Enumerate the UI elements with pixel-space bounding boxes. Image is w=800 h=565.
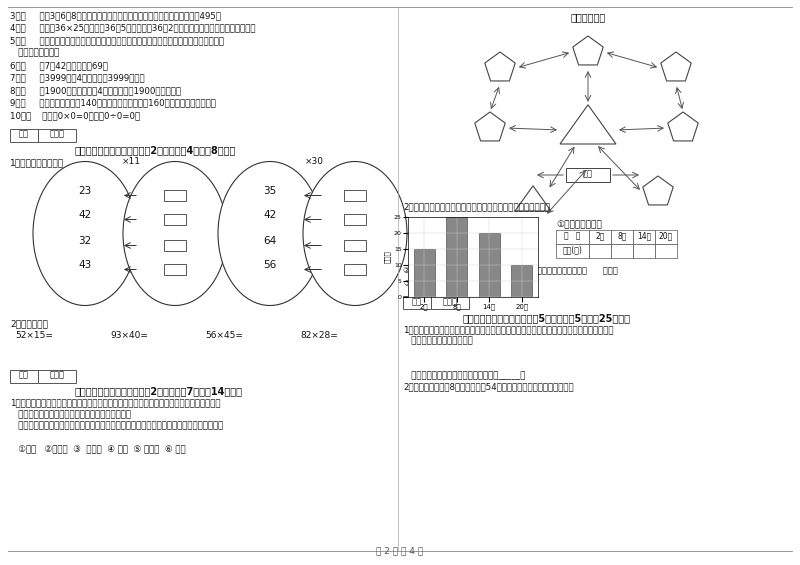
Ellipse shape	[218, 162, 322, 306]
Text: 1．算一算，填一填。: 1．算一算，填一填。	[10, 159, 64, 167]
Text: 5．（     ）用同一条铁丝先围成一个最大的正方形，再围成一个最大的长方形，长方形和正: 5．（ ）用同一条铁丝先围成一个最大的正方形，再围成一个最大的长方形，长方形和正	[10, 36, 224, 45]
Text: 答：种白菜和萝卜的地一共是这块地的_____。: 答：种白菜和萝卜的地一共是这块地的_____。	[403, 371, 526, 380]
Bar	[556, 244, 589, 258]
Text: 得分: 得分	[19, 129, 29, 138]
Text: 第 2 页 共 4 页: 第 2 页 共 4 页	[377, 546, 423, 555]
Bar	[344, 190, 366, 201]
Text: 3．（     ）用3、6、8这三个数字组成的最大三位数与最小三位数，它们相差495。: 3．（ ）用3、6、8这三个数字组成的最大三位数与最小三位数，它们相差495。	[10, 11, 221, 20]
Ellipse shape	[303, 162, 407, 306]
Text: ×11: ×11	[122, 157, 141, 166]
Text: 时   间: 时 间	[564, 231, 581, 240]
Y-axis label: （度）: （度）	[385, 251, 391, 263]
Text: 56: 56	[263, 260, 277, 271]
Text: 82×28=: 82×28=	[300, 331, 338, 340]
Text: 1．走进动物园大门，正北面是狮子山和熊猫馆，狮子山的东側是飞禽馆，西側是猴园。大象: 1．走进动物园大门，正北面是狮子山和熊猫馆，狮子山的东側是飞禽馆，西側是猴园。大…	[10, 398, 221, 407]
Ellipse shape	[123, 162, 227, 306]
Text: 9．（     ）一条河平均水深140厘米，一匹小马身高是160厘米，它肯定能通过。: 9．（ ）一条河平均水深140厘米，一匹小马身高是160厘米，它肯定能通过。	[10, 98, 216, 107]
Text: 2．下面是气温自测仪上记录的某天四个不同时间的气温情况：: 2．下面是气温自测仪上记录的某天四个不同时间的气温情况：	[403, 202, 550, 211]
Text: 56×45=: 56×45=	[205, 331, 243, 340]
Polygon shape	[515, 186, 551, 211]
Text: 得分: 得分	[412, 297, 422, 306]
Bar	[655, 230, 677, 244]
Bar	[556, 230, 589, 244]
Text: ①根据统计图填表: ①根据统计图填表	[556, 220, 602, 229]
Text: 64: 64	[263, 237, 277, 246]
Text: 2．笖式计算。: 2．笖式计算。	[10, 319, 48, 328]
Polygon shape	[668, 112, 698, 141]
Text: 93×40=: 93×40=	[110, 331, 148, 340]
Text: 8．（     ）1900年的年份数是4的倍数，所以1900年是闰年。: 8．（ ）1900年的年份数是4的倍数，所以1900年是闰年。	[10, 86, 181, 95]
Bar	[344, 264, 366, 275]
Text: 43: 43	[78, 260, 92, 271]
Bar	[164, 190, 186, 201]
Text: 7．（     ）3999克与4千克相比，3999克重。: 7．（ ）3999克与4千克相比，3999克重。	[10, 73, 145, 82]
Text: 8时: 8时	[618, 231, 626, 240]
Text: 2．学校食堂买大籓8袋，每袋大籓54千克，学校食堂买大籓多少千克？: 2．学校食堂买大籓8袋，每袋大籓54千克，学校食堂买大籓多少千克？	[403, 383, 574, 392]
Bar	[511, 265, 532, 297]
Bar	[611, 230, 633, 244]
Bar	[589, 244, 611, 258]
Text: ①狮山   ②熊猫馆  ③  飞禽馆  ④ 猴园  ⑤ 大象馆  ⑥ 鱼馆: ①狮山 ②熊猫馆 ③ 飞禽馆 ④ 猴园 ⑤ 大象馆 ⑥ 鱼馆	[10, 445, 186, 454]
Bar	[344, 240, 366, 251]
Polygon shape	[474, 112, 506, 141]
Text: 方形的周长相等。: 方形的周长相等。	[10, 49, 59, 58]
Bar	[344, 214, 366, 225]
Text: 2时: 2时	[595, 231, 605, 240]
Text: 一共是这块地的几分之几？: 一共是这块地的几分之几？	[403, 337, 473, 346]
Bar	[633, 244, 655, 258]
Text: 6．（     ）7个42相加的和是69。: 6．（ ）7个42相加的和是69。	[10, 61, 108, 70]
Bar	[589, 230, 611, 244]
Bar	[164, 240, 186, 251]
Bar	[566, 168, 610, 182]
Bar	[38, 128, 76, 141]
Text: ③实际算一算，这天的平均气温是多少度？: ③实际算一算，这天的平均气温是多少度？	[403, 278, 501, 287]
Text: 馆和鱼馆的场地分别在动物园的东北角和西北角。: 馆和鱼馆的场地分别在动物园的东北角和西北角。	[10, 410, 131, 419]
Text: 六、活用知识，解决问题（共5小题，每题5分，共25分）。: 六、活用知识，解决问题（共5小题，每题5分，共25分）。	[463, 313, 631, 323]
Polygon shape	[642, 176, 674, 205]
Text: 23: 23	[78, 186, 92, 197]
Text: 评卷人: 评卷人	[442, 297, 458, 306]
Text: 气温(度): 气温(度)	[562, 245, 582, 254]
Text: 五、认真思考，综合能力（共2小题，每题7分，共14分）。: 五、认真思考，综合能力（共2小题，每题7分，共14分）。	[75, 386, 243, 397]
Text: ×30: ×30	[305, 157, 323, 166]
Polygon shape	[661, 52, 691, 81]
Text: 根据小强的描述，请你把这些动物馆馆所在的位置，在动物园的导游图上用序号表示出来。: 根据小强的描述，请你把这些动物馆馆所在的位置，在动物园的导游图上用序号表示出来。	[10, 421, 223, 431]
Bar	[446, 217, 467, 297]
Text: 评卷人: 评卷人	[50, 129, 65, 138]
Text: 得分: 得分	[19, 371, 29, 380]
Bar	[414, 249, 435, 297]
Bar	[403, 296, 431, 309]
Text: 52×15=: 52×15=	[15, 331, 53, 340]
Bar	[164, 264, 186, 275]
Polygon shape	[485, 52, 515, 81]
Text: 14时: 14时	[637, 231, 651, 240]
Bar	[633, 230, 655, 244]
Bar	[655, 244, 677, 258]
Bar	[478, 233, 500, 297]
Bar	[10, 128, 38, 141]
Bar	[164, 214, 186, 225]
Text: 动物园导游图: 动物园导游图	[570, 12, 606, 22]
Text: 四、看清题目，细心计算（共2小题，每题4分，共8分）。: 四、看清题目，细心计算（共2小题，每题4分，共8分）。	[75, 146, 236, 155]
Text: 评卷人: 评卷人	[50, 371, 65, 380]
Polygon shape	[560, 105, 616, 144]
Text: 10．（    ）因为0×0=0，所以0÷0=0。: 10．（ ）因为0×0=0，所以0÷0=0。	[10, 111, 140, 120]
Bar	[611, 244, 633, 258]
Text: 大门: 大门	[583, 169, 593, 178]
Text: 20时: 20时	[659, 231, 673, 240]
Text: 32: 32	[78, 237, 92, 246]
Bar	[38, 370, 76, 383]
Text: 1．王大伯家有一块菜地，他把其中的七分之二种白菜，七分之三种萝卜，种白菜和萝卜的地: 1．王大伯家有一块菜地，他把其中的七分之二种白菜，七分之三种萝卜，种白菜和萝卜的…	[403, 325, 614, 334]
Ellipse shape	[33, 162, 137, 306]
Polygon shape	[573, 36, 603, 65]
Text: 4．（     ）计刷36×25时，先抄36和5相乘，再抄36和2相乘，最后把两次乘积的结果相加。: 4．（ ）计刷36×25时，先抄36和5相乘，再抄36和2相乘，最后把两次乘积的…	[10, 24, 255, 33]
Text: ②这一天的最高气温是（      ）度，最低气温是（      ）度，平均气温大约（      ）度。: ②这一天的最高气温是（ ）度，最低气温是（ ）度，平均气温大约（ ）度。	[403, 266, 618, 275]
Bar	[10, 370, 38, 383]
Text: 42: 42	[263, 211, 277, 220]
Text: 42: 42	[78, 211, 92, 220]
Text: 35: 35	[263, 186, 277, 197]
Bar	[431, 296, 469, 309]
